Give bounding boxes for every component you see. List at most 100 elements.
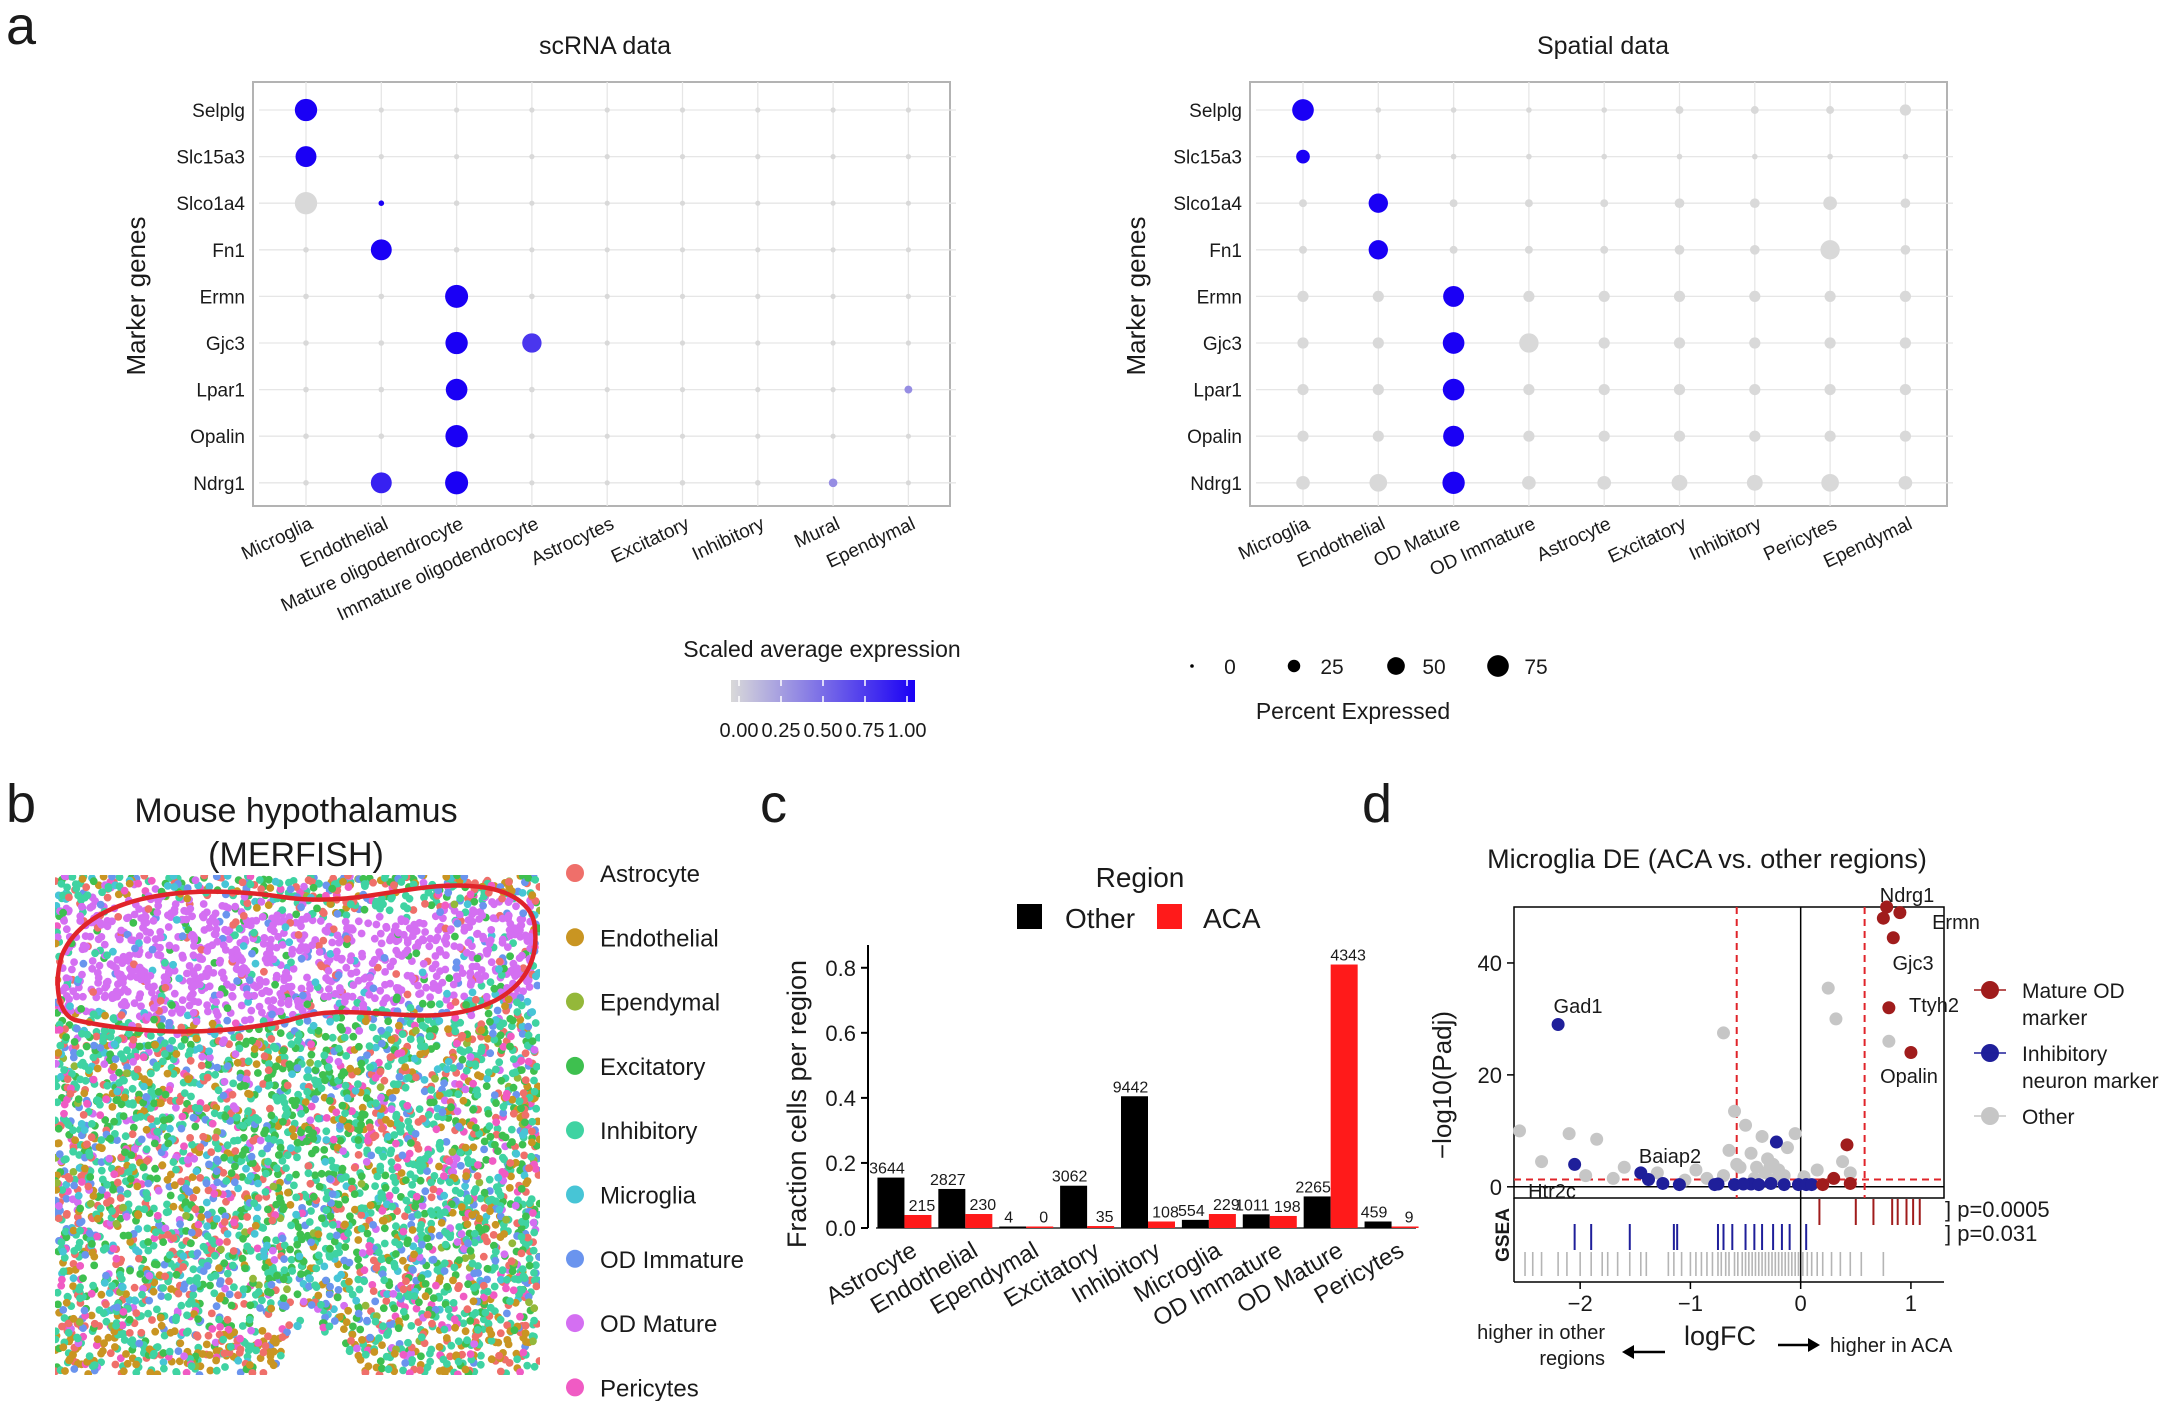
cell-inhibitory <box>233 1136 242 1145</box>
cell-od-mature <box>381 968 389 976</box>
cell-astrocyte <box>521 1321 530 1330</box>
cell-inhibitory <box>405 894 414 903</box>
spatial-dot <box>1372 384 1384 396</box>
cell-od-mature <box>505 967 514 976</box>
cell-od-mature <box>370 934 379 943</box>
cell-excitatory <box>320 1146 329 1154</box>
cell-od-mature <box>170 966 179 975</box>
cell-excitatory <box>227 1169 236 1177</box>
cell-excitatory <box>150 1015 159 1024</box>
cell-excitatory <box>425 1242 433 1251</box>
cell-microglia <box>179 1252 188 1261</box>
cell-od-mature <box>96 918 104 927</box>
cell-pericytes <box>489 1291 498 1299</box>
cell-inhibitory <box>449 1064 457 1072</box>
cell-astrocyte <box>257 885 266 893</box>
cell-od-mature <box>346 956 355 965</box>
cell-od-mature <box>418 1201 427 1210</box>
cell-od-immature <box>203 1210 212 1219</box>
spatial-dot <box>1749 430 1761 442</box>
cell-astrocyte <box>528 1127 536 1136</box>
cell-ependymal <box>508 1239 517 1248</box>
cell-microglia <box>234 1356 243 1365</box>
cell-pericytes <box>322 1114 331 1122</box>
cell-excitatory <box>524 875 533 882</box>
cell-od-mature <box>100 1060 109 1068</box>
spatial-dot <box>1442 471 1465 494</box>
cell-microglia <box>163 882 172 890</box>
cell-od-immature <box>454 1122 463 1131</box>
cell-inhibitory <box>360 880 369 888</box>
size-legend-label: 50 <box>1422 656 1445 679</box>
cell-excitatory <box>77 1005 85 1013</box>
cell-inhibitory <box>172 1368 181 1375</box>
cell-od-mature <box>95 961 104 970</box>
cell-excitatory <box>286 1245 294 1254</box>
cell-inhibitory <box>211 1251 219 1260</box>
cell-endothelial <box>528 1138 536 1147</box>
scrna-dot <box>755 293 761 299</box>
cell-inhibitory <box>55 1327 60 1336</box>
cell-ependymal <box>69 1168 78 1176</box>
cell-astrocyte <box>87 1133 96 1142</box>
cell-excitatory <box>265 875 273 884</box>
cell-astrocyte <box>496 1367 505 1375</box>
cell-excitatory <box>347 1177 356 1186</box>
cell-inhibitory <box>525 1199 534 1208</box>
cell-astrocyte <box>473 1172 482 1180</box>
cell-inhibitory <box>169 1158 178 1166</box>
cell-inhibitory <box>189 1265 198 1274</box>
spatial-gene-label: Selplg <box>1189 101 1242 122</box>
cell-inhibitory <box>475 1129 483 1138</box>
cell-inhibitory <box>417 1333 426 1342</box>
cell-endothelial <box>421 1292 430 1301</box>
cell-inhibitory <box>75 1285 84 1294</box>
spatial-dot <box>1676 153 1683 160</box>
cell-od-immature <box>299 991 307 1000</box>
cell-inhibitory <box>414 1211 422 1219</box>
spatial-dot <box>1821 473 1839 492</box>
cell-od-mature <box>481 972 490 980</box>
spatial-dot <box>1824 384 1836 396</box>
cell-inhibitory <box>459 1319 468 1328</box>
cell-od-mature <box>156 943 164 952</box>
cell-inhibitory <box>228 1261 237 1270</box>
cell-od-mature <box>182 915 191 924</box>
cell-pericytes <box>147 876 156 885</box>
cell-inhibitory <box>407 1322 416 1330</box>
cell-od-mature <box>269 996 278 1005</box>
cell-inhibitory <box>282 1164 290 1172</box>
cell-inhibitory <box>280 1053 289 1062</box>
cell-excitatory <box>486 1017 494 1026</box>
spatial-dot <box>1375 153 1382 160</box>
cell-excitatory <box>271 980 279 989</box>
size-legend-label: 25 <box>1320 656 1343 679</box>
spatial-dot <box>1898 475 1913 490</box>
cell-od-mature <box>125 951 134 960</box>
cell-inhibitory <box>518 1265 527 1273</box>
cell-endothelial <box>339 877 347 886</box>
cell-od-immature <box>212 875 221 881</box>
cell-endothelial <box>370 1348 379 1356</box>
cell-endothelial <box>126 1238 135 1246</box>
cell-astrocyte <box>373 963 382 972</box>
cell-endothelial <box>408 1226 417 1234</box>
spatial-dot <box>1523 384 1535 396</box>
spatial-dot <box>1899 337 1911 349</box>
cell-ependymal <box>119 1203 127 1212</box>
spatial-gene-label: Lpar1 <box>1193 381 1242 402</box>
cell-astrocyte <box>372 1264 381 1272</box>
cell-inhibitory <box>85 1066 93 1075</box>
cell-inhibitory <box>503 1275 511 1284</box>
cell-inhibitory <box>235 1044 244 1053</box>
cell-pericytes <box>96 1111 105 1119</box>
cell-od-mature <box>466 981 475 989</box>
cell-endothelial <box>192 1186 201 1195</box>
cell-ependymal <box>241 1228 249 1237</box>
spatial-dot <box>1368 193 1388 213</box>
cell-excitatory <box>168 1001 176 1009</box>
cell-inhibitory <box>390 1131 399 1139</box>
cell-inhibitory <box>61 1227 70 1236</box>
cell-od-mature <box>258 1008 266 1017</box>
cell-endothelial <box>463 1220 472 1229</box>
